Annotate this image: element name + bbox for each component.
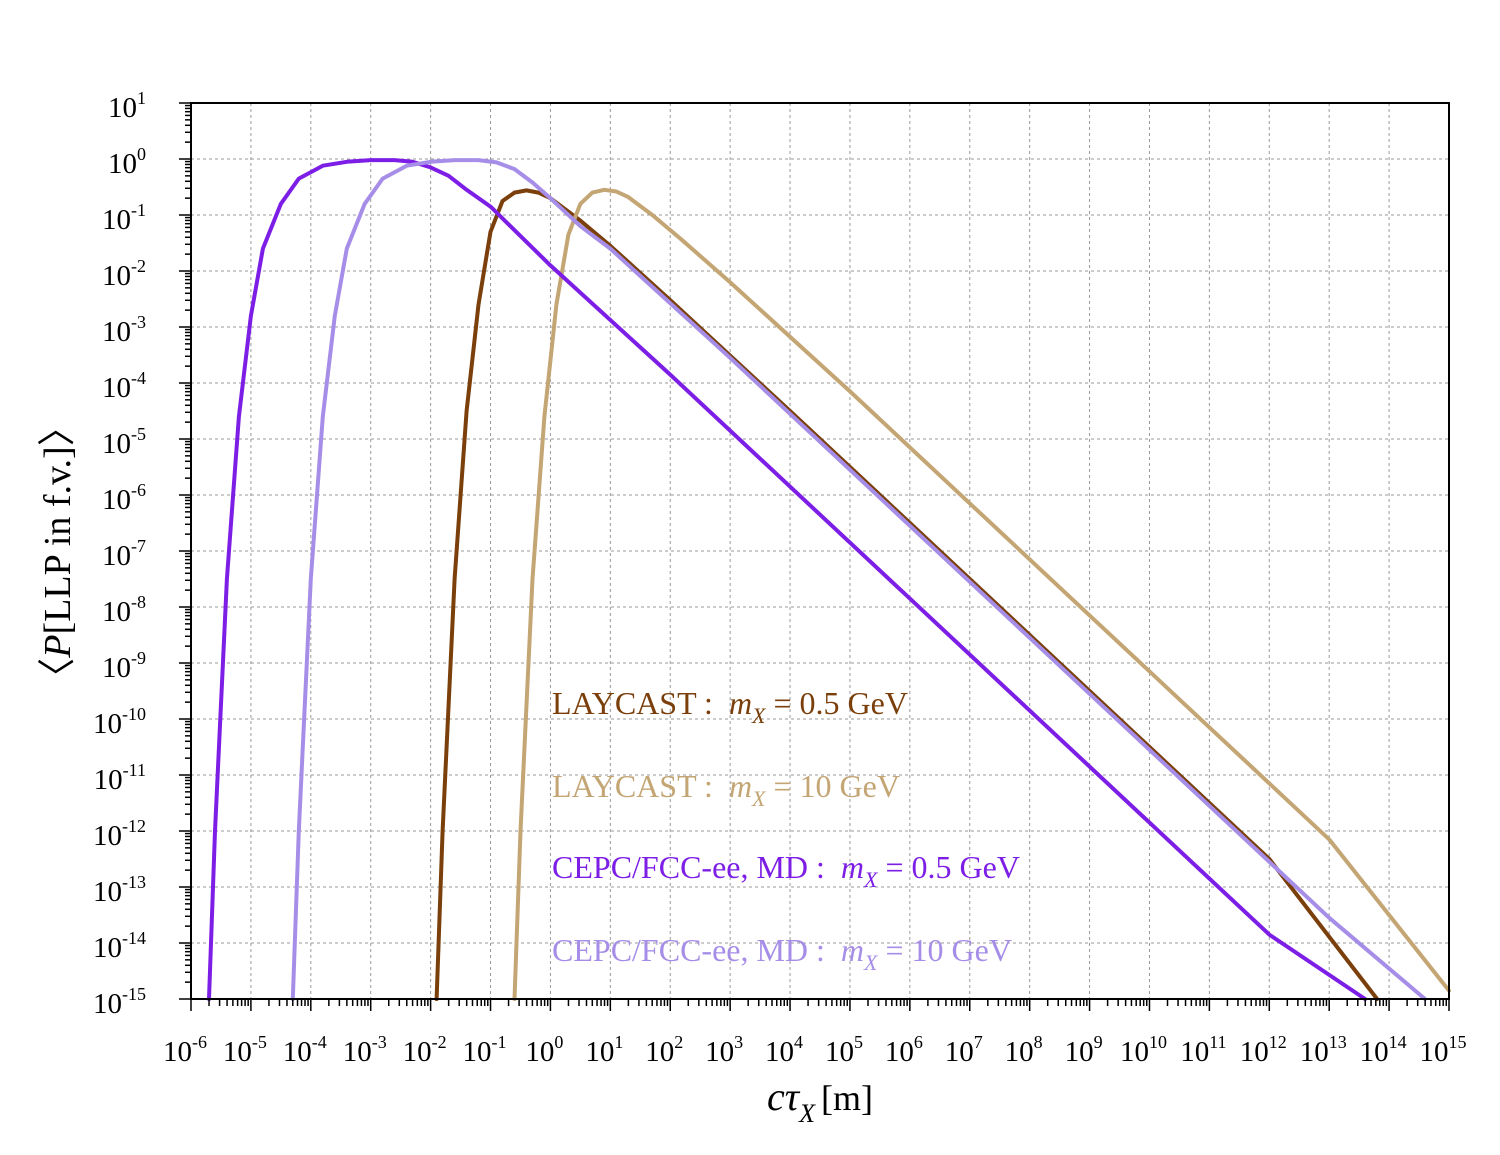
- x-tick-label: 103: [705, 1032, 743, 1068]
- series-line-4: [290, 158, 1427, 1001]
- y-tick-label: 101: [108, 88, 146, 124]
- x-tick-label: 1014: [1360, 1032, 1407, 1068]
- x-tick-label: 107: [945, 1032, 983, 1068]
- x-tick-labels: 10-6 10-5 10-4 10-3 10-2 10-1 100 101 102 103 104 1…: [163, 1032, 1467, 1068]
- y-tick-labels: 101 100 10-1 10-2 10-3 10-4 10-5 10-6 10-7 10-8 10…: [93, 88, 146, 1020]
- series-line-3: [207, 158, 1368, 1001]
- y-tick-label: 10-5: [102, 424, 146, 460]
- x-tick-label: 10-2: [403, 1032, 447, 1068]
- x-tick-label: 10-4: [283, 1032, 327, 1068]
- legend-entry: LAYCAST : mX = 0.5 GeV: [552, 685, 908, 728]
- x-tick-label: 10-3: [343, 1032, 387, 1068]
- y-tick-label: 10-12: [93, 816, 146, 852]
- legend-entry: CEPC/FCC-ee, MD : mX = 0.5 GeV: [552, 849, 1020, 892]
- y-tick-label: 100: [108, 144, 146, 180]
- grid: [191, 103, 1449, 999]
- x-tick-label: 1010: [1120, 1032, 1167, 1068]
- y-tick-label: 10-7: [102, 536, 146, 572]
- x-tick-label: 108: [1005, 1032, 1043, 1068]
- x-tick-label: 1013: [1300, 1032, 1347, 1068]
- x-tick-label: 106: [885, 1032, 923, 1068]
- y-tick-label: 10-6: [102, 480, 146, 516]
- x-axis-title: cτX [m]: [767, 1074, 873, 1128]
- x-tick-label: 1015: [1420, 1032, 1467, 1068]
- y-tick-label: 10-1: [102, 200, 146, 236]
- y-tick-label: 10-8: [102, 592, 146, 628]
- y-tick-label: 10-14: [93, 928, 146, 964]
- legend-entry: CEPC/FCC-ee, MD : mX = 10 GeV: [552, 932, 1012, 975]
- legend: LAYCAST : mX = 0.5 GeV LAYCAST : mX = 10 …: [552, 685, 1020, 975]
- x-tick-label: 102: [645, 1032, 683, 1068]
- x-tick-label: 109: [1065, 1032, 1103, 1068]
- x-tick-label: 1012: [1240, 1032, 1287, 1068]
- y-tick-label: 10-11: [94, 760, 146, 796]
- y-tick-label: 10-3: [102, 312, 146, 348]
- series-group: [207, 158, 1451, 1001]
- y-tick-label: 10-4: [102, 368, 146, 404]
- x-tick-label: 10-5: [223, 1032, 267, 1068]
- y-tick-label: 10-9: [102, 648, 146, 684]
- axis-ticks: [179, 102, 1450, 1011]
- x-tick-label: 1011: [1180, 1032, 1226, 1068]
- y-tick-label: 10-2: [102, 256, 146, 292]
- x-tick-label: 10-1: [463, 1032, 507, 1068]
- y-tick-label: 10-13: [93, 872, 146, 908]
- legend-entry: LAYCAST : mX = 10 GeV: [552, 768, 900, 811]
- series-line-2: [512, 187, 1451, 1001]
- x-tick-label: 105: [825, 1032, 863, 1068]
- x-tick-label: 101: [585, 1032, 623, 1068]
- y-tick-label: 10-15: [93, 984, 146, 1020]
- x-tick-label: 100: [525, 1032, 563, 1068]
- y-axis-title: 〈P[LLP in f.v.]〉: [37, 408, 79, 695]
- x-tick-label: 10-6: [163, 1032, 207, 1068]
- y-tick-label: 10-10: [93, 704, 146, 740]
- x-tick-label: 104: [765, 1032, 803, 1068]
